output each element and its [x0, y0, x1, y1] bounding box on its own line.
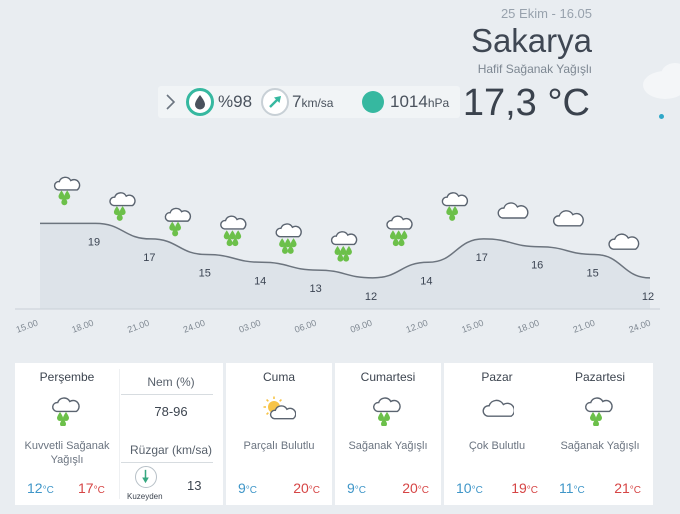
- day-name: Perşembe: [39, 370, 95, 384]
- x-tick-label: 15.00: [460, 318, 485, 335]
- day-name: Pazartesi: [574, 370, 626, 384]
- current-temperature: 17,3 °C: [462, 82, 590, 124]
- temperature-label: 17: [476, 252, 488, 264]
- x-tick-label: 06.00: [293, 318, 318, 335]
- daily-forecast: Perşembe Kuvvetli Sağanak Yağışlı 12°C 17…: [15, 363, 653, 505]
- x-tick-label: 12.00: [405, 318, 430, 335]
- x-tick-label: 18.00: [70, 318, 95, 335]
- temperature-label: 12: [365, 291, 377, 303]
- high-temp: 20°C: [402, 480, 429, 496]
- partly-cloudy-icon: [262, 396, 297, 424]
- humidity-label: Nem (%): [147, 375, 195, 389]
- x-tick-label: 24.00: [182, 318, 207, 335]
- high-temp: 19°C: [511, 480, 538, 496]
- rain-cloud-icon: [371, 396, 405, 427]
- wind-direction: Kuzeyden: [127, 492, 163, 501]
- forecast-card[interactable]: Cumartesi Sağanak Yağışlı 9°C 20°C: [335, 363, 441, 505]
- temperature-label: 14: [420, 275, 432, 287]
- temperature-label: 15: [199, 268, 211, 280]
- temperature-label: 12: [642, 291, 654, 303]
- forecast-card[interactable]: Pazar Çok Bulutlu 10°C 19°C: [444, 363, 550, 505]
- wind-direction-icon: [135, 466, 157, 488]
- date-time: 25 Ekim - 16.05: [500, 6, 592, 21]
- day-description: Sağanak Yağışlı: [560, 440, 640, 452]
- x-tick-label: 09.00: [349, 318, 374, 335]
- divider: [119, 369, 120, 499]
- x-tick-label: 15.00: [15, 318, 40, 335]
- high-temp: 20°C: [293, 480, 320, 496]
- divider: [121, 462, 213, 463]
- temperature-area: [40, 223, 650, 309]
- day-name: Pazar: [481, 370, 513, 384]
- x-tick-label: 21.00: [572, 318, 597, 335]
- low-temp: 11°C: [559, 480, 585, 496]
- heavy-rain-icon: [220, 215, 247, 247]
- chevron-right-icon[interactable]: [162, 92, 178, 112]
- current-condition: Hafif Sağanak Yağışlı: [477, 62, 592, 76]
- pressure-value: 1014hPa: [390, 92, 450, 111]
- stats-bar: %98 7km/sa 1014hPa: [158, 86, 460, 118]
- day-description: Parçalı Bulutlu: [243, 440, 315, 452]
- temperature-label: 16: [531, 260, 543, 272]
- city-name: Sakarya: [470, 22, 592, 59]
- indicator-dot: [659, 114, 664, 119]
- x-tick-label: 03.00: [237, 318, 262, 335]
- rain-cloud-icon: [109, 192, 136, 221]
- wind-speed: 13: [187, 478, 202, 493]
- temperature-label: 19: [88, 236, 100, 248]
- humidity-value: %98: [218, 92, 253, 111]
- day-description: Kuvvetli Sağanak Yağışlı: [24, 440, 110, 466]
- wind-arrow-icon: [261, 88, 289, 116]
- heavy-rain-icon: [275, 223, 302, 254]
- day-name: Cumartesi: [360, 370, 416, 384]
- x-tick-label: 18.00: [516, 318, 541, 335]
- rain-cloud-icon: [53, 176, 81, 206]
- cloud-icon: [497, 202, 529, 219]
- day-description: Çok Bulutlu: [468, 440, 526, 452]
- today-card[interactable]: Perşembe Kuvvetli Sağanak Yağışlı 12°C 17…: [15, 363, 223, 505]
- day-description: Sağanak Yağışlı: [348, 440, 428, 452]
- high-temp: 21°C: [614, 480, 641, 496]
- high-temp: 17°C: [78, 480, 105, 496]
- low-temp: 9°C: [238, 480, 258, 496]
- rain-cloud-icon: [583, 396, 617, 427]
- pressure-icon: [362, 91, 384, 113]
- rain-cloud-icon: [50, 396, 84, 427]
- temperature-label: 14: [254, 275, 266, 287]
- temperature-label: 13: [309, 283, 321, 295]
- heavy-rain-icon: [330, 231, 358, 262]
- temperature-label: 17: [143, 252, 155, 264]
- wind-value: 7km/sa: [292, 92, 334, 111]
- heavy-rain-icon: [386, 215, 413, 247]
- temperature-line: [40, 222, 651, 279]
- rain-cloud-icon: [441, 192, 469, 221]
- low-temp: 9°C: [347, 480, 367, 496]
- temperature-label: 15: [586, 268, 598, 280]
- cloud-icon: [608, 233, 640, 250]
- divider: [121, 394, 213, 395]
- low-temp: 12°C: [27, 480, 54, 496]
- forecast-card[interactable]: Pazartesi Sağanak Yağışlı 11°C 21°C: [547, 363, 653, 505]
- x-tick-label: 21.00: [126, 318, 151, 335]
- rain-cloud-icon: [164, 207, 192, 237]
- low-temp: 10°C: [456, 480, 483, 496]
- cloud-icon: [552, 210, 584, 227]
- cloud-icon: [480, 396, 516, 424]
- day-name: Cuma: [262, 370, 295, 384]
- x-tick-label: 24.00: [627, 318, 652, 335]
- humidity-range: 78-96: [154, 404, 188, 419]
- forecast-card[interactable]: Cuma Parçalı Bulutlu 9°C 20°C: [226, 363, 332, 505]
- humidity-drop-icon: [186, 88, 214, 116]
- wind-label: Rüzgar (km/sa): [129, 443, 212, 457]
- decorative-cloud-icon: [643, 63, 680, 99]
- hourly-temperature-chart: 15.00 18.00 21.00 24.00 03.00 06.00 09.00 12.00…: [15, 176, 660, 335]
